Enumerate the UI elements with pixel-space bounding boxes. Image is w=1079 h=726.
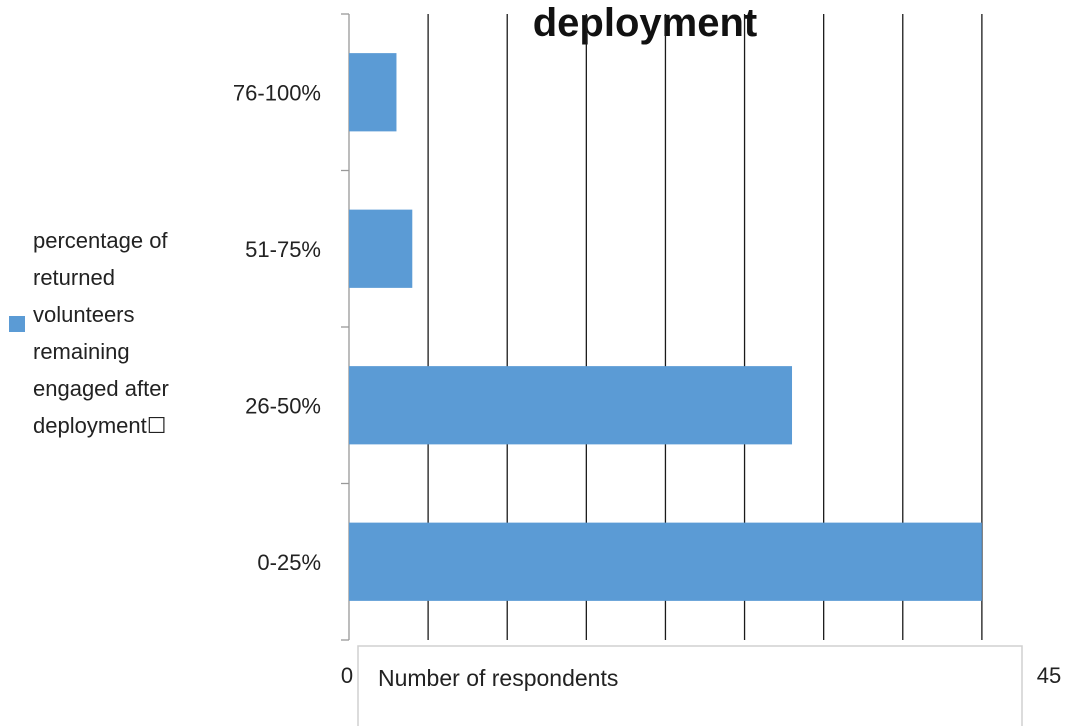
chart-title: deployment [533, 1, 757, 45]
category-label: 0-25% [257, 550, 321, 575]
y-axis [341, 13, 350, 641]
legend-swatch [9, 316, 25, 332]
category-label: 26-50% [245, 393, 321, 418]
bar-0-25% [349, 522, 982, 601]
x-axis-title-box [357, 645, 1023, 726]
category-labels: 0-25% 26-50% 51-75% 76-100% [233, 80, 321, 575]
x-axis-title: Number of respondents [378, 665, 618, 691]
x-tick-label-max: 45 [1037, 663, 1061, 688]
bar-51-75% [349, 209, 413, 288]
category-label: 76-100% [233, 80, 321, 105]
gridlines [427, 14, 983, 640]
x-tick-label-min: 0 [341, 663, 353, 688]
bar-76-100% [349, 53, 397, 132]
bars [349, 53, 982, 601]
bar-26-50% [349, 366, 793, 445]
legend-label: percentage of returned volunteers remaining… [33, 228, 169, 438]
category-label: 51-75% [245, 237, 321, 262]
